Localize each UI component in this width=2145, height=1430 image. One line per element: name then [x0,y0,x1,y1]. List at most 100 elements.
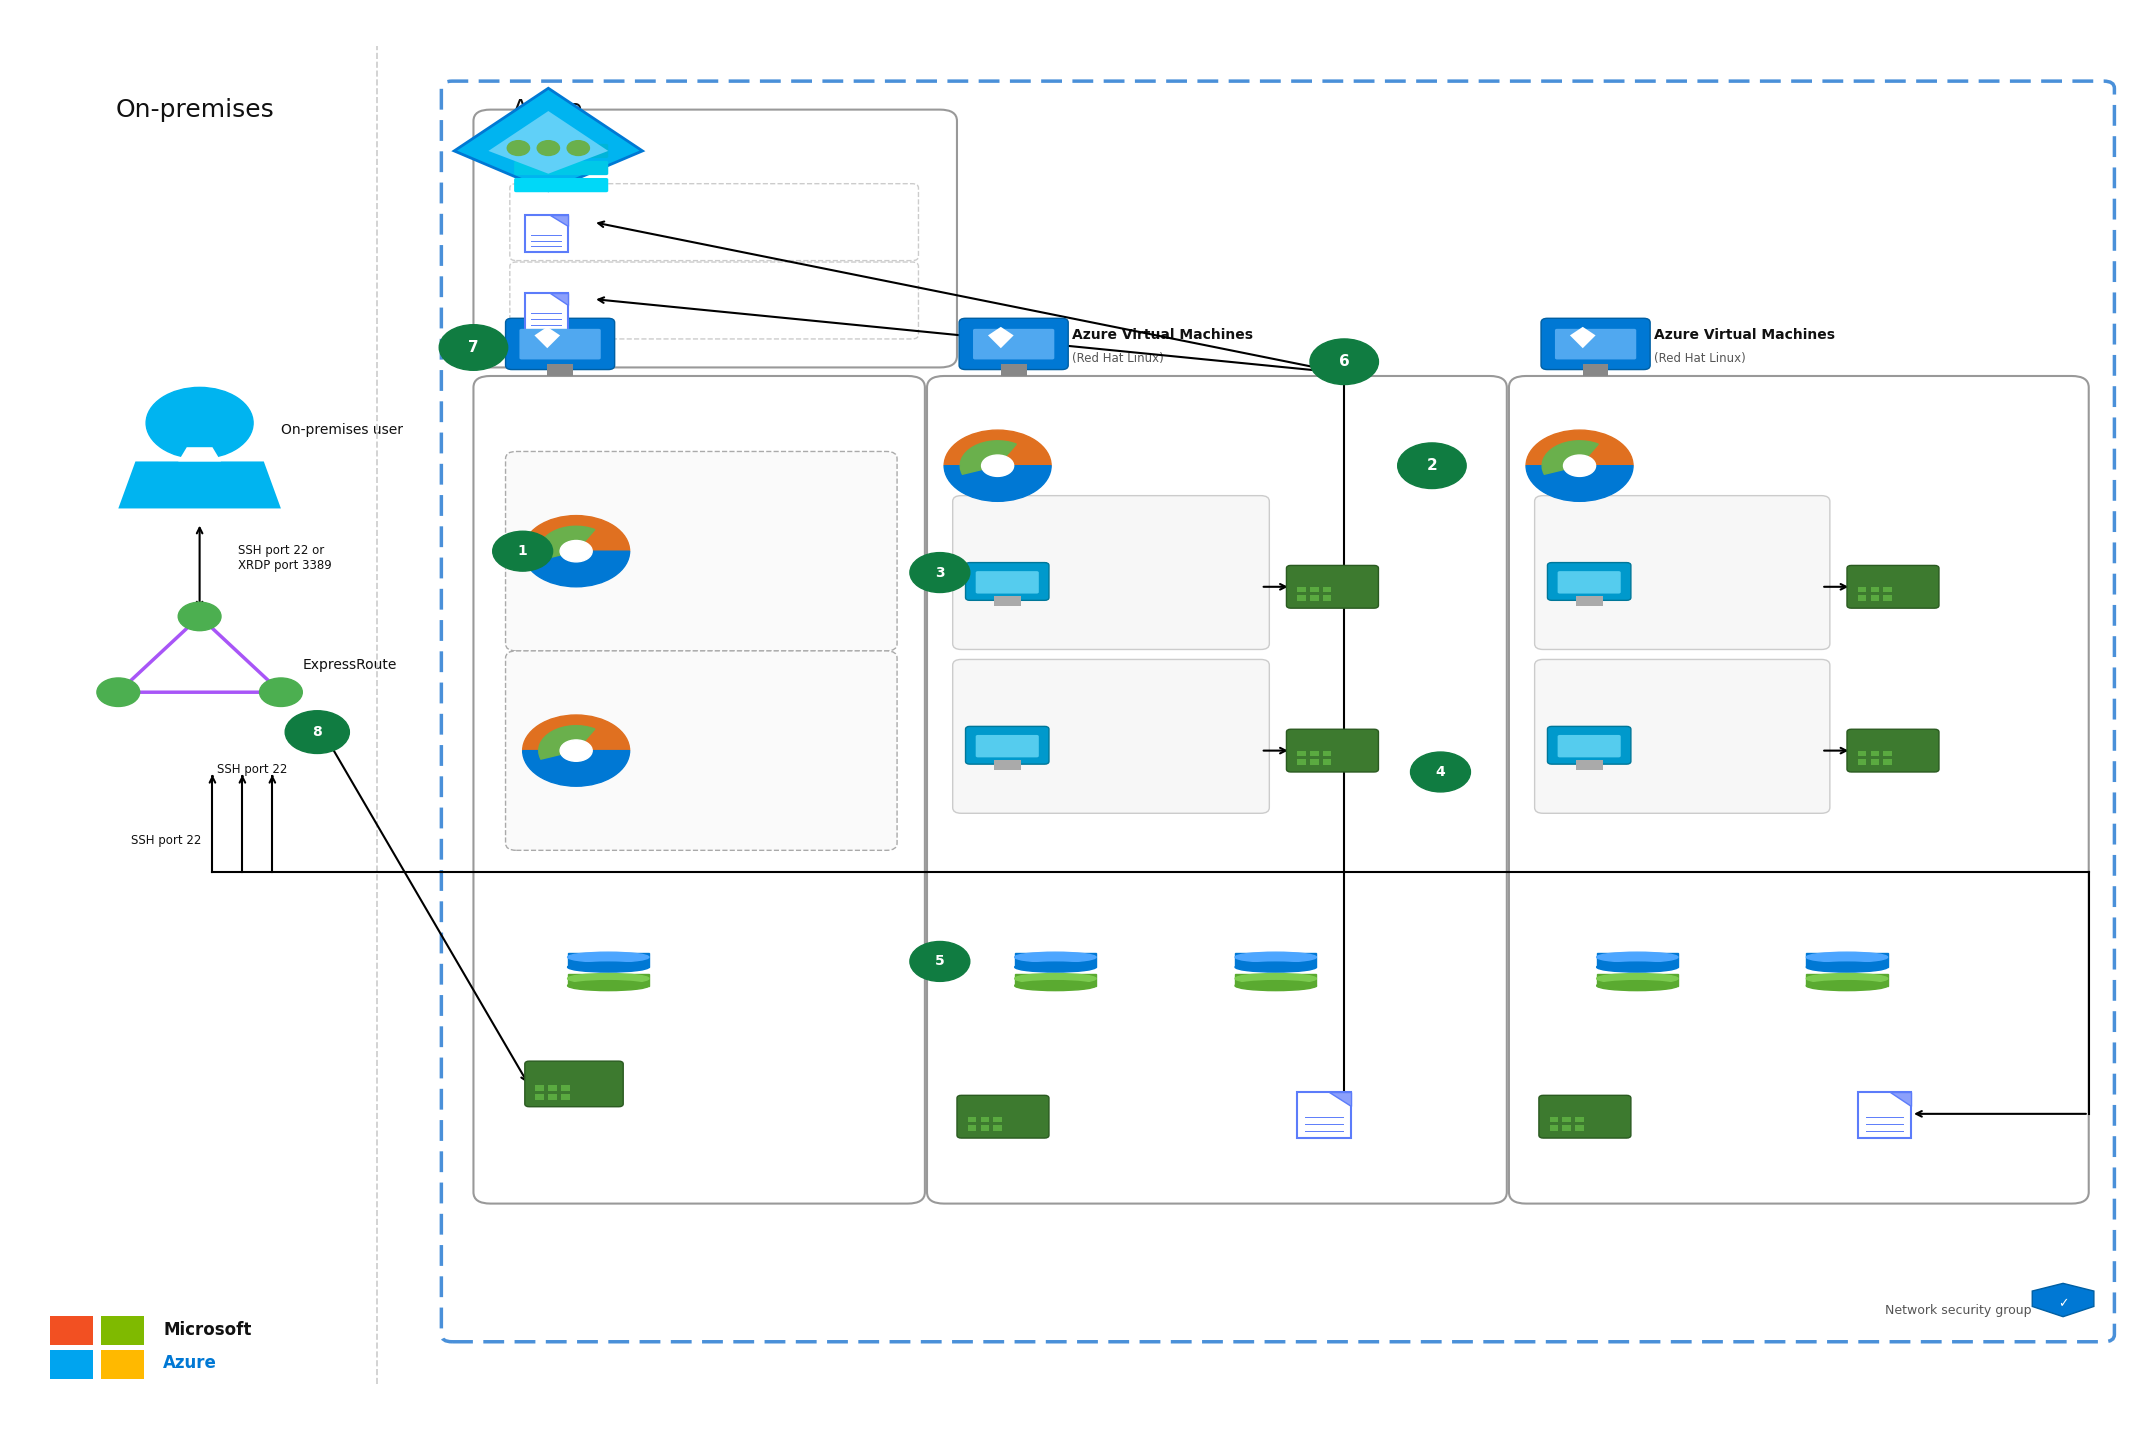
FancyBboxPatch shape [1538,1095,1630,1138]
Ellipse shape [1806,952,1888,962]
Bar [1298,586,1306,592]
FancyBboxPatch shape [927,376,1506,1204]
FancyBboxPatch shape [1557,571,1622,593]
Wedge shape [1525,466,1632,502]
Bar [549,1085,558,1091]
Bar [1002,365,1027,376]
Bar [1806,952,1888,967]
Wedge shape [523,751,631,786]
Wedge shape [538,725,594,759]
Text: engineered solutions: engineered solutions [1072,469,1152,478]
Bar [1236,974,1317,985]
Bar [1015,974,1096,985]
Bar [1323,759,1332,765]
Text: stromasys: stromasys [652,734,704,744]
Ellipse shape [1015,974,1096,984]
Text: engineered solutions: engineered solutions [652,553,731,563]
Bar [1323,586,1332,592]
Text: Network security group: Network security group [1885,1304,2031,1317]
Ellipse shape [1236,952,1317,962]
Wedge shape [1525,430,1632,466]
Bar [1870,595,1879,601]
Text: SSD managed
disk: SSD managed disk [665,944,749,971]
Text: Network interface: Network interface [620,1064,746,1078]
Text: Private IP: 10.0.0.10: Private IP: 10.0.0.10 [1369,591,1486,603]
Polygon shape [1570,327,1596,349]
FancyBboxPatch shape [515,162,609,174]
Bar [993,761,1021,771]
Ellipse shape [1806,962,1888,972]
Wedge shape [523,551,631,586]
Text: 4: 4 [1435,765,1446,779]
Text: Network interface: Network interface [1928,566,2055,579]
FancyBboxPatch shape [976,571,1038,593]
Ellipse shape [1806,974,1888,984]
Circle shape [909,941,970,981]
FancyBboxPatch shape [506,651,897,851]
Bar [1549,1125,1557,1131]
Ellipse shape [568,981,650,991]
Bar [993,596,1021,606]
Ellipse shape [1596,974,1677,984]
Circle shape [566,140,590,156]
Text: SSH port 22: SSH port 22 [131,834,202,847]
Ellipse shape [568,962,650,972]
Polygon shape [1890,1091,1911,1105]
Bar [1311,759,1319,765]
FancyBboxPatch shape [1298,1091,1351,1138]
Bar [1323,595,1332,601]
Circle shape [178,602,221,631]
FancyBboxPatch shape [515,144,609,159]
Text: 8: 8 [313,725,322,739]
FancyBboxPatch shape [959,319,1068,369]
Bar [1883,595,1892,601]
Bar [49,1350,92,1379]
Text: SSH port 22: SSH port 22 [217,762,287,775]
Text: Azure Virtual Machines: Azure Virtual Machines [620,327,800,342]
Circle shape [909,552,970,592]
Ellipse shape [1015,981,1096,991]
Bar [1298,595,1306,601]
Ellipse shape [1236,962,1317,972]
Bar [1583,365,1609,376]
Ellipse shape [1236,974,1317,984]
FancyBboxPatch shape [1847,565,1939,608]
Bar [562,1085,571,1091]
Text: SSH port 22 or
XRDP port 3389: SSH port 22 or XRDP port 3389 [238,545,332,572]
FancyBboxPatch shape [519,329,601,359]
FancyBboxPatch shape [965,562,1049,601]
Text: Azure Storage account: Azure Storage account [624,132,783,144]
FancyBboxPatch shape [511,262,918,339]
Text: SSD managed
disk 1: SSD managed disk 1 [959,1014,1038,1035]
Bar [568,952,650,967]
Text: Network interface: Network interface [1369,729,1495,742]
Wedge shape [1542,440,1598,475]
Bar [1574,1125,1583,1131]
Bar [49,1316,92,1344]
Circle shape [536,140,560,156]
Polygon shape [1330,1091,1351,1105]
Ellipse shape [1806,981,1888,991]
Bar [1883,751,1892,756]
Wedge shape [523,516,631,551]
Text: stromasys: stromasys [652,535,704,545]
Circle shape [146,388,253,459]
FancyBboxPatch shape [1508,376,2089,1204]
Text: Charon-SSP Director: Charon-SSP Director [734,545,886,558]
Circle shape [1399,443,1467,489]
Bar [1311,751,1319,756]
Circle shape [982,455,1015,476]
Text: stromasys: stromasys [1072,449,1126,459]
Bar [1870,759,1879,765]
Text: Solaris VM 4: Solaris VM 4 [1654,725,1742,738]
Text: Private IP: 10.0.0.4: Private IP: 10.0.0.4 [620,1088,731,1103]
Text: Solaris VM 3: Solaris VM 3 [1654,562,1742,575]
Text: Virtual network 10.0.0.0/16: Virtual network 10.0.0.0/16 [598,127,781,140]
Text: Azure: Azure [513,97,583,122]
Bar [1806,974,1888,985]
Bar [1323,751,1332,756]
Bar [1298,759,1306,765]
Text: Azure file share: Azure file share [1928,1088,2040,1103]
Bar [967,1125,976,1131]
Wedge shape [538,526,594,559]
